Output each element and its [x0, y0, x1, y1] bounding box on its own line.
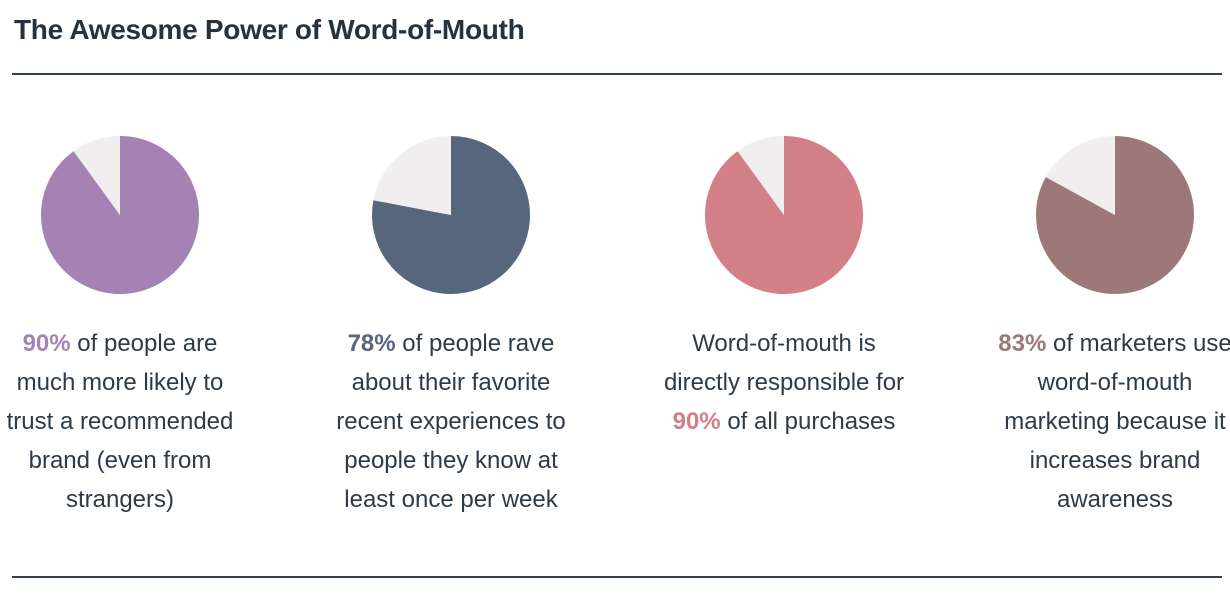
caption: 78% of people rave about their favorite … — [326, 324, 576, 519]
pie-slice — [737, 136, 784, 215]
bottom-rule — [12, 576, 1222, 578]
value-label: 90% — [672, 408, 721, 435]
caption: 83% of marketers use word-of-mouth marke… — [990, 324, 1230, 519]
caption-text: of marketers use word-of-mouth marketing… — [1004, 330, 1230, 513]
caption-text: of people are much more likely to trust … — [6, 330, 234, 513]
value-label: 83% — [998, 330, 1047, 357]
page-title: The Awesome Power of Word-of-Mouth — [14, 14, 525, 45]
pie-slice — [373, 136, 451, 215]
value-label: 90% — [22, 330, 71, 357]
top-rule — [12, 73, 1222, 75]
pie-slice — [1045, 136, 1115, 215]
caption-text: of all purchases — [727, 408, 896, 435]
pie-slice — [372, 136, 531, 294]
caption: 90% of people are much more likely to tr… — [0, 324, 245, 519]
caption: Word-of-mouth is directly responsible fo… — [659, 324, 909, 441]
value-label: 78% — [347, 330, 396, 357]
caption-text: Word-of-mouth is directly responsible fo… — [663, 330, 905, 396]
pie-slice — [73, 136, 120, 215]
caption-text: of people rave about their favorite rece… — [336, 330, 566, 513]
